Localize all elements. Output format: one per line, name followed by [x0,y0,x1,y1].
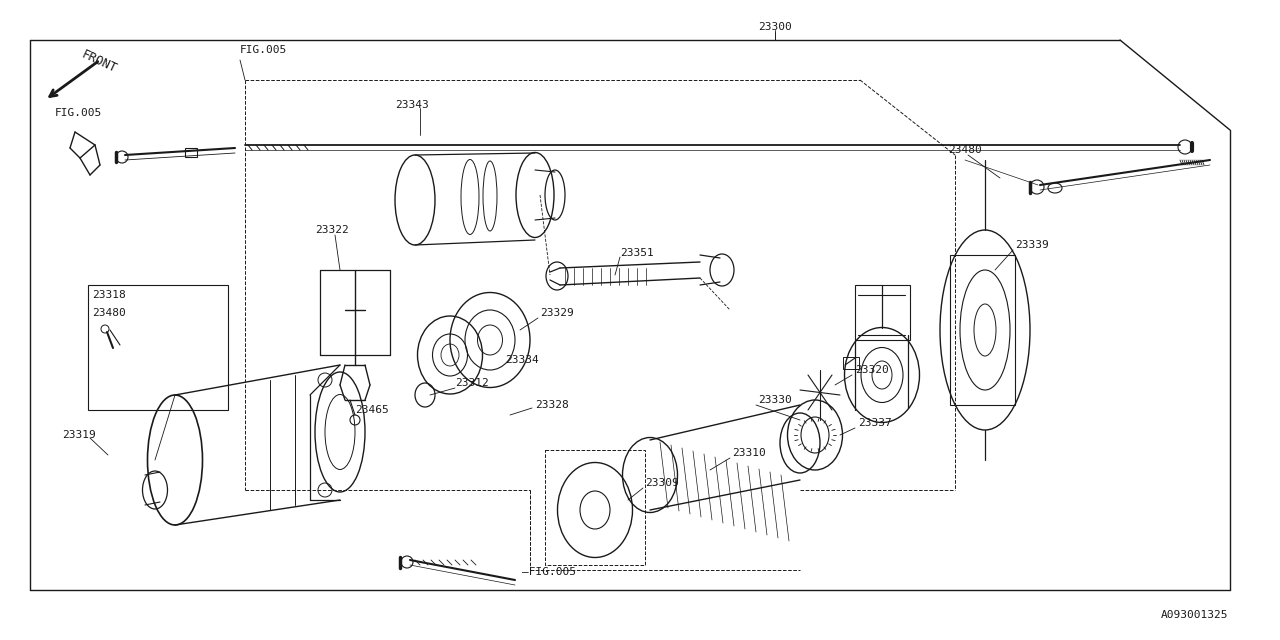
Text: 23328: 23328 [535,400,568,410]
Text: 23351: 23351 [620,248,654,258]
Text: 23329: 23329 [540,308,573,318]
Text: 23480: 23480 [92,308,125,318]
Text: FIG.005: FIG.005 [241,45,287,55]
Text: 23339: 23339 [1015,240,1048,250]
Text: 23480: 23480 [948,145,982,155]
Text: 23310: 23310 [732,448,765,458]
Text: FRONT: FRONT [79,48,119,76]
Bar [950,255,1015,405]
Bar [545,450,645,565]
Text: 23319: 23319 [61,430,96,440]
Text: 23330: 23330 [758,395,792,405]
Bar [88,285,228,410]
Text: FIG.005: FIG.005 [55,108,102,118]
Text: 23334: 23334 [506,355,539,365]
Text: 23309: 23309 [645,478,678,488]
Text: 23322: 23322 [315,225,348,235]
Text: 23343: 23343 [396,100,429,110]
Text: 23337: 23337 [858,418,892,428]
Text: 23312: 23312 [454,378,489,388]
Text: 23465: 23465 [355,405,389,415]
Text: A093001325: A093001325 [1161,610,1228,620]
Bar [186,148,197,157]
Text: 23300: 23300 [758,22,792,32]
Text: —FIG.005: —FIG.005 [522,567,576,577]
Bar [855,285,910,340]
Text: 23320: 23320 [855,365,888,375]
Text: 23318: 23318 [92,290,125,300]
Bar [844,357,859,369]
